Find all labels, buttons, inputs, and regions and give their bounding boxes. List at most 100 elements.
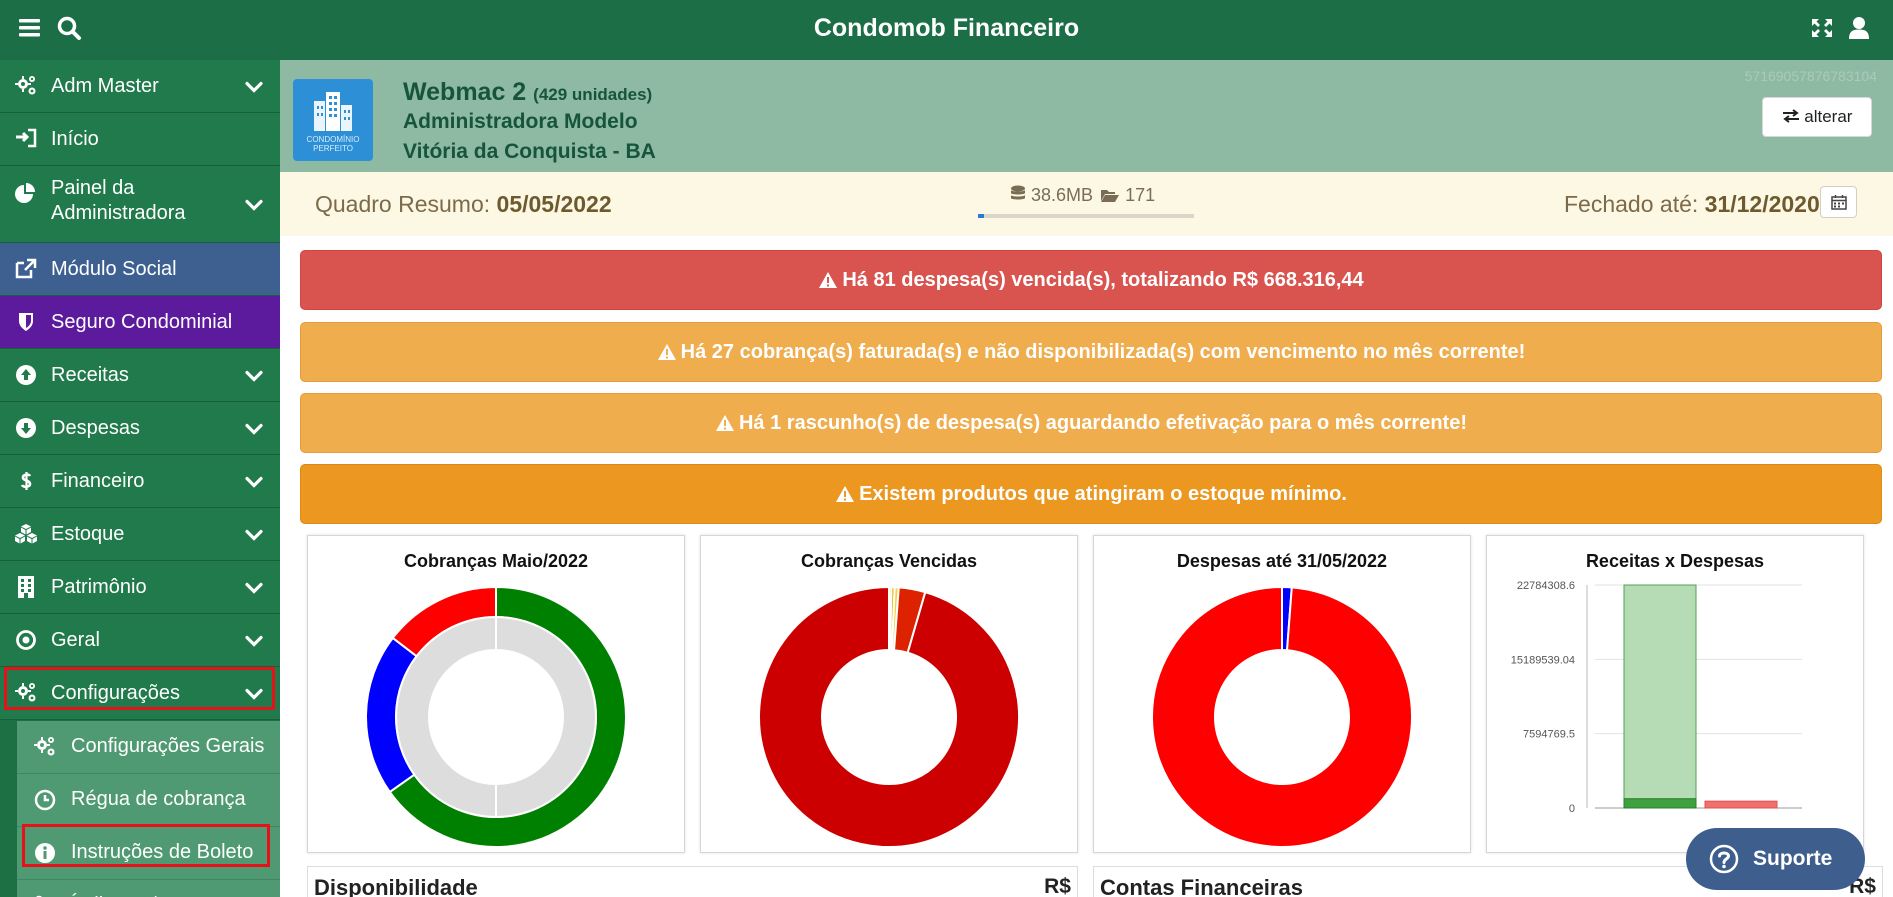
condo-logo: CONDOMÍNIO PERFEITO xyxy=(293,79,373,161)
donut-slice-4[interactable] xyxy=(758,585,1020,848)
panel-receitas-despesas: Receitas x Despesas 22784308.6 15189539.0… xyxy=(1486,535,1864,853)
bar-0[interactable] xyxy=(1623,584,1697,809)
sidebar-item-label: Módulo Social xyxy=(51,258,177,280)
sidebar-item-despesas[interactable]: Despesas xyxy=(0,402,280,455)
bar-2[interactable] xyxy=(1704,800,1778,809)
chevron-down-icon xyxy=(245,81,263,93)
submenu-item-instrucoes-de-boleto[interactable]: Instruções de Boleto xyxy=(17,827,280,880)
sidebar-item-label: Início xyxy=(51,128,99,150)
sidebar-item-label: Painel da Administradora xyxy=(51,177,186,224)
contas-financeiras-title: Contas Financeiras xyxy=(1100,875,1303,897)
sidebar-item-painel-da-administradora[interactable]: Painel da Administradora xyxy=(0,166,280,243)
change-condo-label: alterar xyxy=(1804,107,1853,126)
dollar-icon xyxy=(20,472,32,490)
folder-open-icon xyxy=(1101,190,1120,202)
sidebar-item-seguro-condominial[interactable]: Seguro Condominial xyxy=(0,296,280,349)
chevron-down-icon xyxy=(245,476,263,488)
chevron-down-icon xyxy=(245,199,263,211)
logo-text-2: PERFEITO xyxy=(313,144,353,153)
condo-header: CONDOMÍNIO PERFEITO Webmac 2 (429 unidad… xyxy=(280,60,1893,172)
alert-text: Há 1 rascunho(s) de despesa(s) aguardand… xyxy=(738,412,1468,434)
condo-units: (429 unidades) xyxy=(533,85,653,104)
dot-circle-icon xyxy=(16,630,36,650)
sidebar-item-label: Seguro Condominial xyxy=(51,311,233,333)
arrow-circle-up-icon xyxy=(16,365,36,385)
clock-icon xyxy=(34,789,56,811)
donut-slice-1[interactable] xyxy=(1151,585,1413,848)
y-tick-label: 22784308.6 xyxy=(1517,580,1575,592)
support-button[interactable]: Suporte xyxy=(1686,828,1865,890)
sidebar-item-receitas[interactable]: Receitas xyxy=(0,349,280,402)
sidebar-item-configuracoes[interactable]: Configurações xyxy=(0,667,280,720)
alert-text: Há 27 cobrança(s) faturada(s) e não disp… xyxy=(680,341,1526,363)
cubes-icon xyxy=(15,524,37,544)
sidebar-item-modulo-social[interactable]: Módulo Social xyxy=(0,243,280,296)
expand-icon[interactable] xyxy=(1810,14,1834,42)
sidebar-item-label: Configurações xyxy=(51,682,180,704)
calendar-button[interactable] xyxy=(1820,186,1857,218)
chevron-down-icon xyxy=(245,582,263,594)
change-condo-button[interactable]: alterar xyxy=(1762,97,1872,137)
alert-invoiced-charges[interactable]: Há 27 cobrança(s) faturada(s) e não disp… xyxy=(300,322,1882,382)
submenu-item-label: Régua de cobrança xyxy=(71,788,246,810)
submenu-item-indices-e[interactable]: Índices e/ xyxy=(17,880,280,897)
panel-cobrancas-vencidas: Cobranças Vencidas xyxy=(700,535,1078,853)
shield-icon xyxy=(19,313,33,331)
question-circle-icon xyxy=(1709,844,1739,874)
bars-icon[interactable] xyxy=(18,14,42,42)
sidebar-item-inicio[interactable]: Início xyxy=(0,113,280,166)
search-icon[interactable] xyxy=(56,14,82,42)
submenu-indent xyxy=(0,775,17,897)
info-circle-icon xyxy=(35,843,55,863)
pie-chart-icon xyxy=(15,183,35,203)
top-bar: Condomob Financeiro xyxy=(0,0,1893,60)
cogs-icon xyxy=(15,76,36,95)
sidebar-item-estoque[interactable]: Estoque xyxy=(0,508,280,561)
submenu-item-regua-de-cobranca[interactable]: Régua de cobrança xyxy=(17,774,280,827)
chart-title: Receitas x Despesas xyxy=(1585,551,1765,571)
donut-chart-despesas xyxy=(1151,585,1413,848)
alert-draft-expenses[interactable]: Há 1 rascunho(s) de despesa(s) aguardand… xyxy=(300,393,1882,453)
alert-minimum-stock[interactable]: Existem produtos que atingiram o estoque… xyxy=(300,464,1882,524)
disponibilidade-currency: R$ xyxy=(1044,875,1071,897)
arrow-circle-down-icon xyxy=(16,418,36,438)
chevron-down-icon xyxy=(245,423,263,435)
chevron-down-icon xyxy=(245,688,263,700)
sidebar-item-label: Financeiro xyxy=(51,470,145,492)
y-tick-label: 7594769.5 xyxy=(1523,729,1575,741)
user-icon[interactable] xyxy=(1848,14,1870,42)
warning-icon xyxy=(836,486,855,502)
sidebar-item-adm-master[interactable]: Adm Master xyxy=(0,60,280,113)
sidebar-item-patrimonio[interactable]: Patrimônio xyxy=(0,561,280,614)
alert-overdue-expenses[interactable]: Há 81 despesa(s) vencida(s), totalizando… xyxy=(300,250,1882,310)
sidebar-item-geral[interactable]: Geral xyxy=(0,614,280,667)
panel-disponibilidade: Disponibilidade R$ xyxy=(307,866,1078,897)
alert-text: Existem produtos que atingiram o estoque… xyxy=(859,483,1347,505)
external-link-icon xyxy=(15,258,37,279)
bar-1[interactable] xyxy=(1623,798,1697,809)
summary-date-value: 05/05/2022 xyxy=(496,191,612,217)
sidebar-item-financeiro[interactable]: Financeiro xyxy=(0,455,280,508)
logo-text-1: CONDOMÍNIO xyxy=(306,135,360,144)
condo-name: Webmac 2 xyxy=(403,78,527,106)
submenu-item-configuracoes-gerais[interactable]: Configurações Gerais xyxy=(17,721,280,774)
warning-icon xyxy=(819,272,838,288)
closed-until: Fechado até: 31/12/2020 xyxy=(1564,191,1820,218)
condo-name-line: Webmac 2 (429 unidades) xyxy=(403,78,652,107)
chart-title: Cobranças Vencidas xyxy=(800,551,978,571)
warning-icon xyxy=(715,415,734,431)
summary-label: Quadro Resumo: xyxy=(315,191,491,217)
donut-chart-cobrancas-vencidas xyxy=(758,585,1020,848)
storage-size: 38.6MB xyxy=(1031,185,1094,205)
cogs-icon xyxy=(34,737,55,756)
sidebar: Adm Master Início Painel da Administradora… xyxy=(0,60,280,897)
chevron-down-icon xyxy=(245,635,263,647)
storage-info: 38.6MB 171 xyxy=(1010,185,1155,206)
sign-in-icon xyxy=(16,128,37,148)
submenu-item-label: Instruções de Boleto xyxy=(71,841,254,863)
app-title: Condomob Financeiro xyxy=(813,14,1080,42)
submenu-item-label: Índices e/ xyxy=(71,893,157,897)
cogs-icon xyxy=(15,683,36,702)
sidebar-item-label: Geral xyxy=(51,629,100,651)
inner-ring-slice-0[interactable] xyxy=(395,615,597,819)
